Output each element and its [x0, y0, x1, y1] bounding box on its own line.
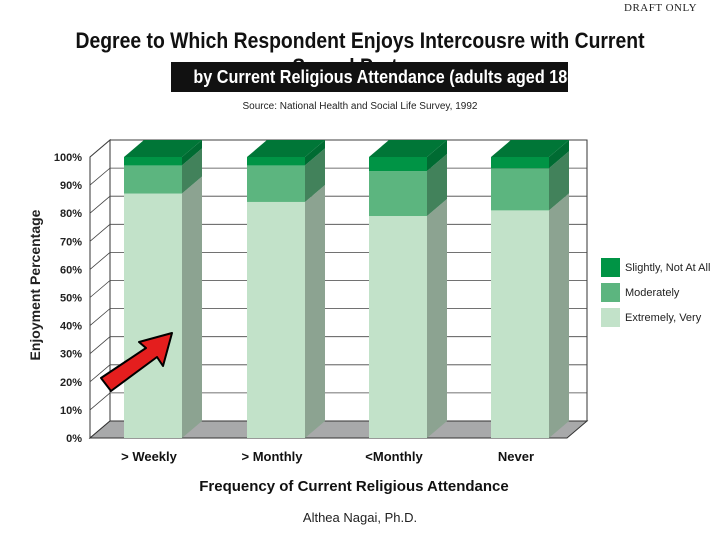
draft-watermark: DRAFT ONLY: [624, 2, 698, 14]
y-tick-label: 30%: [60, 349, 82, 361]
y-tick-label: 10%: [60, 405, 82, 417]
bar-side: [427, 199, 447, 438]
chart-source: Source: National Health and Social Life …: [242, 101, 478, 112]
bar-side: [427, 140, 447, 172]
bar-segment: [124, 165, 182, 194]
bar-side: [427, 154, 447, 217]
bar-segment: [369, 216, 427, 438]
y-tick-label: 60%: [60, 264, 82, 276]
author-credit: Althea Nagai, Ph.D.: [302, 510, 418, 525]
bar-side: [305, 140, 325, 166]
bar-top: [491, 140, 569, 157]
bar-side: [549, 140, 569, 169]
bar-segment: [491, 210, 549, 438]
legend-label: Moderately: [625, 287, 680, 299]
y-tick-label: 70%: [60, 236, 82, 248]
bar-side: [182, 140, 202, 166]
bar-segment: [369, 171, 427, 217]
y-tick-label: 100%: [54, 152, 82, 164]
bar-side: [305, 184, 325, 438]
bar-side: [182, 176, 202, 438]
bar-side: [305, 148, 325, 202]
y-tick-label: 90%: [60, 180, 82, 192]
y-tick-label: 80%: [60, 208, 82, 220]
chart-subtitle-text: by Current Religious Attendance (adults …: [193, 67, 568, 87]
y-tick-label: 20%: [60, 377, 82, 389]
x-axis-title: Frequency of Current Religious Attendanc…: [199, 478, 509, 495]
legend-swatch: [601, 308, 620, 327]
bar-side: [182, 148, 202, 194]
legend-swatch: [601, 258, 620, 277]
bar-segment: [124, 157, 182, 166]
chart-subtitle: by Current Religious Attendance (adults …: [171, 62, 568, 92]
bar-segment: [491, 157, 549, 169]
bar-segment: [247, 165, 305, 202]
x-category-label: > Weekly: [121, 449, 178, 464]
bar-segment: [247, 201, 305, 438]
legend-label: Slightly, Not At All: [625, 262, 710, 274]
bar-segment: [369, 157, 427, 172]
bar-top: [124, 140, 202, 157]
y-tick-label: 0%: [66, 433, 82, 445]
annotation-arrow-icon: [100, 332, 173, 392]
y-tick-label: 50%: [60, 293, 82, 305]
bar-segment: [247, 157, 305, 166]
y-tick-label: 40%: [60, 321, 82, 333]
bar-segment: [124, 193, 182, 438]
legend-swatch: [601, 283, 620, 302]
y-axis-title: Enjoyment Percentage: [27, 209, 43, 360]
bar-side: [549, 151, 569, 211]
x-category-label: Never: [498, 449, 534, 464]
bar-top: [247, 140, 325, 157]
x-category-label: <Monthly: [365, 449, 423, 464]
x-category-label: > Monthly: [241, 449, 303, 464]
bar-side: [549, 193, 569, 438]
bar-segment: [491, 168, 549, 211]
bar-top: [369, 140, 447, 157]
legend-label: Extremely, Very: [625, 312, 702, 324]
